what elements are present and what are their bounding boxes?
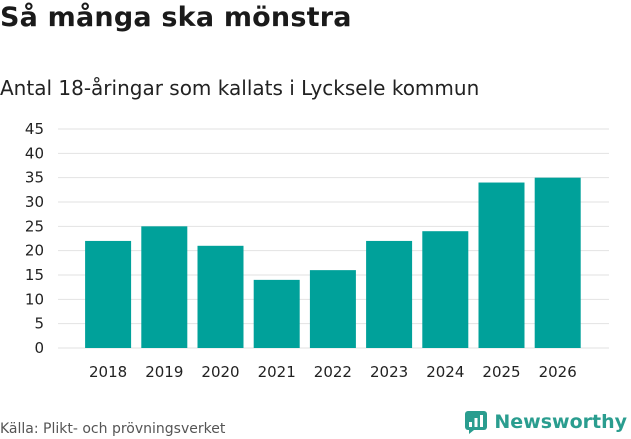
y-tick-label: 0 xyxy=(34,339,44,357)
y-axis-ticks: 0 5 10 15 20 25 30 35 40 45 xyxy=(25,120,44,357)
chart-subtitle: Antal 18-åringar som kallats i Lycksele … xyxy=(0,76,480,100)
y-tick-label: 25 xyxy=(25,217,44,235)
y-tick-label: 20 xyxy=(25,242,44,260)
x-tick-label: 2022 xyxy=(314,363,352,381)
x-tick-label: 2018 xyxy=(89,363,127,381)
bar-2021[interactable] xyxy=(253,279,300,348)
chart-title: Så många ska mönstra xyxy=(0,2,352,33)
y-tick-label: 40 xyxy=(25,144,44,162)
bar-2023[interactable] xyxy=(366,240,413,348)
y-tick-label: 30 xyxy=(25,193,44,211)
y-tick-label: 5 xyxy=(34,315,44,333)
y-tick-label: 10 xyxy=(25,290,44,308)
newsworthy-logo-icon xyxy=(465,411,488,434)
x-tick-label: 2023 xyxy=(370,363,408,381)
bar-2020[interactable] xyxy=(197,245,244,348)
bar-2026[interactable] xyxy=(534,177,581,348)
bar-2022[interactable] xyxy=(309,270,356,348)
source-note: Källa: Plikt- och prövningsverket xyxy=(0,421,226,437)
x-axis-ticks: 2018 2019 2020 2021 2022 2023 2024 2025 2026 xyxy=(89,363,577,381)
x-tick-label: 2021 xyxy=(258,363,296,381)
brand-name: Newsworthy xyxy=(494,411,627,433)
x-tick-label: 2024 xyxy=(426,363,464,381)
bar-2025[interactable] xyxy=(478,182,525,348)
bar-2019[interactable] xyxy=(141,226,188,348)
y-tick-label: 15 xyxy=(25,266,44,284)
brand-logo[interactable]: Newsworthy xyxy=(464,408,627,436)
bar-2018[interactable] xyxy=(85,240,132,348)
y-tick-label: 45 xyxy=(25,120,44,138)
x-tick-label: 2020 xyxy=(201,363,239,381)
x-tick-label: 2025 xyxy=(482,363,520,381)
x-tick-label: 2026 xyxy=(539,363,577,381)
y-tick-label: 35 xyxy=(25,169,44,187)
bar-2024[interactable] xyxy=(422,231,469,348)
bars xyxy=(85,177,581,348)
x-tick-label: 2019 xyxy=(145,363,183,381)
